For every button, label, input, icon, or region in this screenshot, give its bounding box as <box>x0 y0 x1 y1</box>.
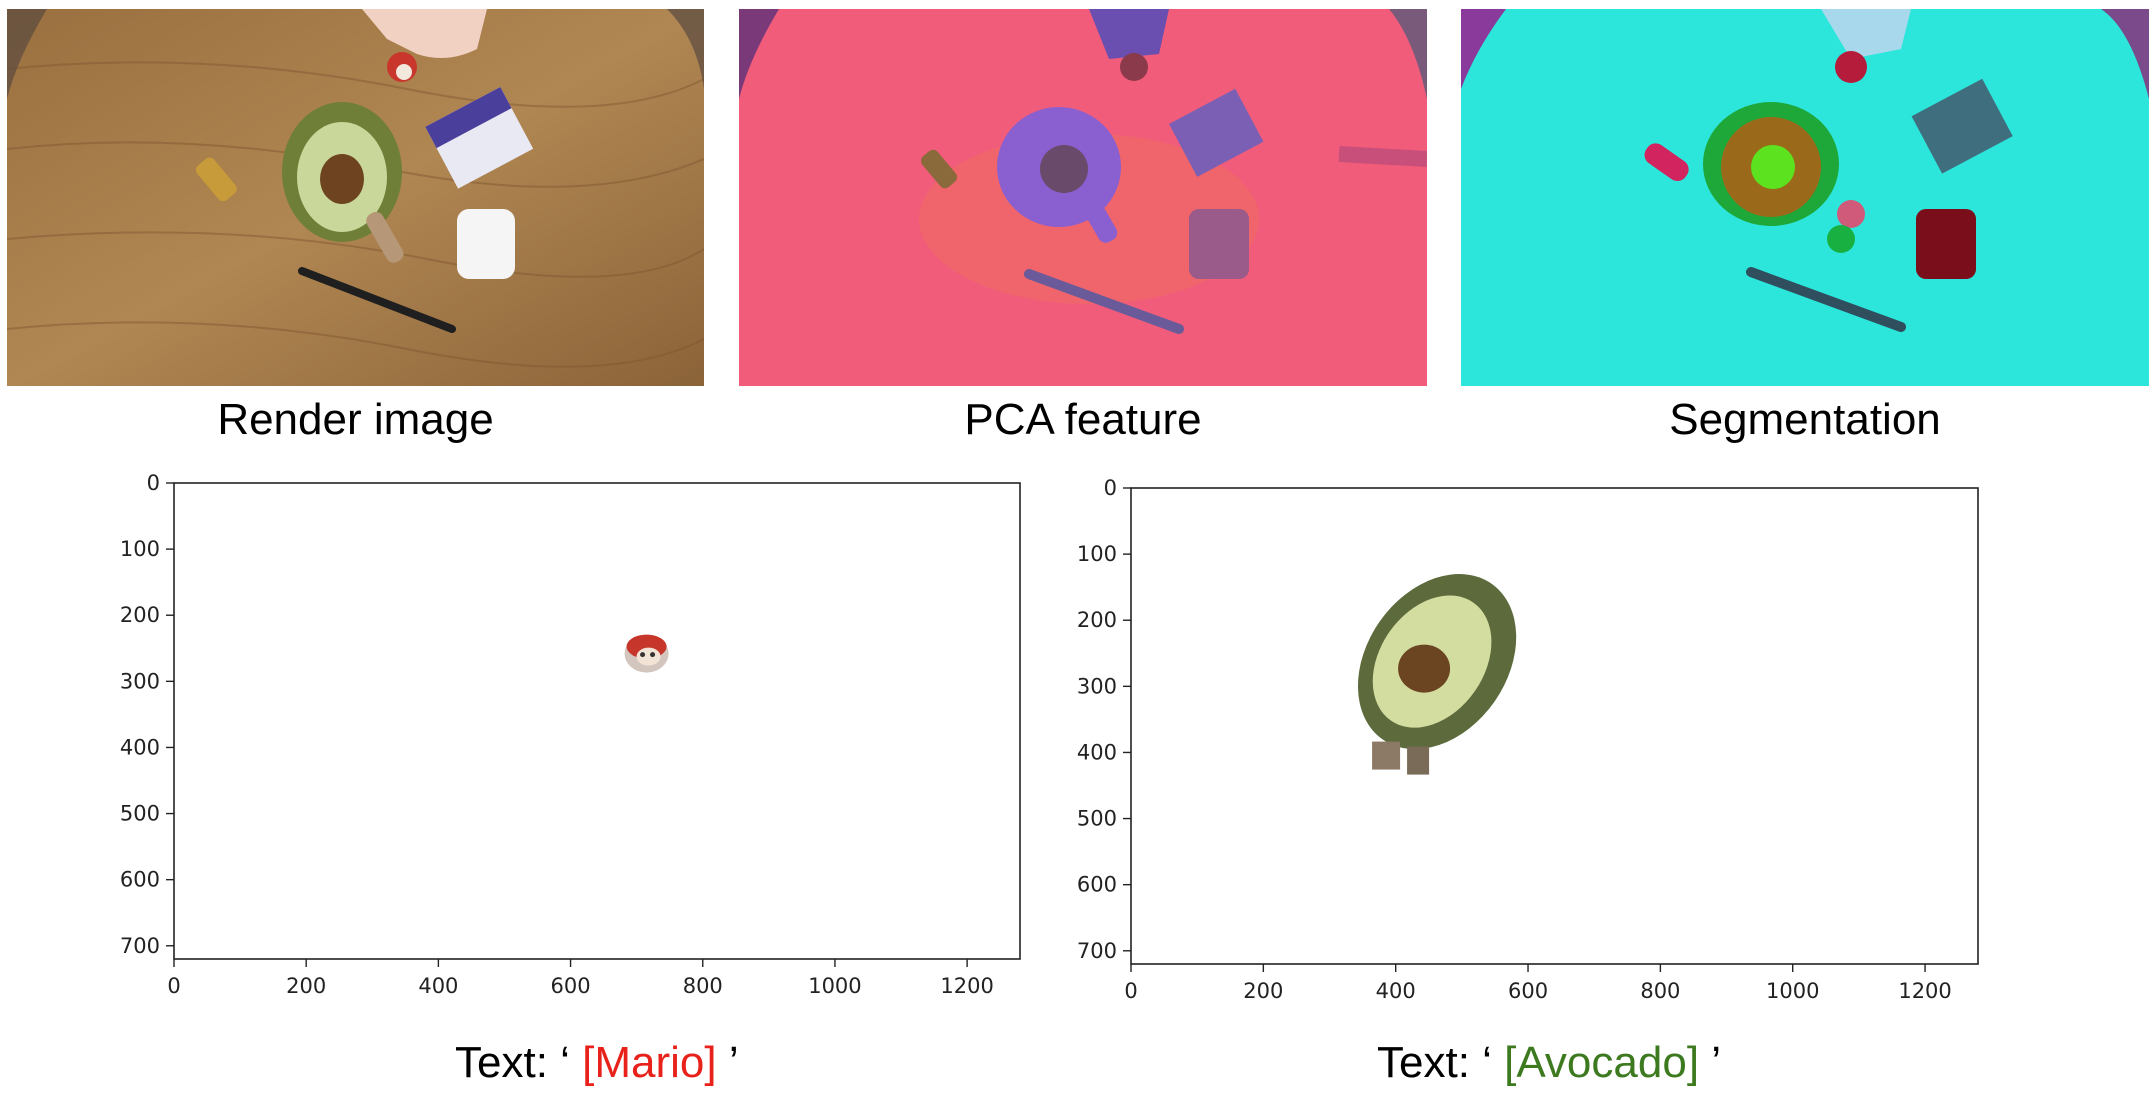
y-tick-label: 500 <box>1077 807 1117 831</box>
y-tick-label: 400 <box>120 735 160 759</box>
mario-query-chart: 0 200 400 600 800 1000 1200 0 100 200 300 400 500 600… <box>120 471 1021 998</box>
x-tick-label: 800 <box>1640 979 1680 1003</box>
y-tick-label: 100 <box>120 537 160 561</box>
x-tick-label: 800 <box>683 974 723 998</box>
y-tick-label: 200 <box>120 603 160 627</box>
axes-frame <box>173 482 1021 960</box>
x-tick-label: 200 <box>1243 979 1283 1003</box>
y-tick-label: 300 <box>1077 674 1117 698</box>
query-prefix: Text: ‘ <box>455 1038 583 1087</box>
y-tick-label: 100 <box>1077 542 1117 566</box>
mario-query-label: [Mario] <box>582 1038 717 1087</box>
avocado-segmentation-mask <box>1357 574 1517 775</box>
pca-feature-panel <box>739 9 1427 386</box>
query-suffix: ’ <box>716 1038 739 1087</box>
query-prefix: Text: ‘ <box>1377 1038 1505 1087</box>
x-tick-label: 600 <box>551 974 591 998</box>
y-tick-label: 300 <box>120 669 160 693</box>
pca-feature-caption: PCA feature <box>964 395 1202 444</box>
y-tick-label: 700 <box>120 934 160 958</box>
pca-feature-image <box>739 9 1427 386</box>
render-image-caption: Render image <box>217 395 494 444</box>
mario-query-plot: 0 200 400 600 800 1000 1200 0 100 200 300 400 500 600… <box>64 463 1060 1009</box>
y-tick-label: 600 <box>120 868 160 892</box>
x-tick-label: 400 <box>1376 979 1416 1003</box>
mario-query-text: Text: ‘ [Mario] ’ <box>455 1038 739 1088</box>
render-image-panel <box>7 9 704 386</box>
y-tick-label: 400 <box>1077 740 1117 764</box>
render-image <box>7 9 704 386</box>
mario-segmentation-mask <box>624 634 669 673</box>
segmentation-panel <box>1461 9 2149 386</box>
y-tick-label: 600 <box>1077 873 1117 897</box>
query-suffix: ’ <box>1699 1038 1722 1087</box>
x-tick-label: 400 <box>418 974 458 998</box>
avocado-query-plot: 0 200 400 600 800 1000 1200 0 100 200 300 400 500 600… <box>1021 468 2018 1014</box>
y-tick-label: 700 <box>1077 939 1117 963</box>
x-tick-label: 1200 <box>940 974 993 998</box>
x-tick-label: 1000 <box>808 974 861 998</box>
y-tick-label: 0 <box>147 471 160 495</box>
avocado-query-text: Text: ‘ [Avocado] ’ <box>1377 1038 1721 1088</box>
x-tick-label: 600 <box>1508 979 1548 1003</box>
avocado-query-label: [Avocado] <box>1504 1038 1700 1087</box>
segmentation-image <box>1461 9 2149 386</box>
x-tick-label: 1200 <box>1898 979 1951 1003</box>
x-tick-label: 0 <box>1124 979 1137 1003</box>
x-tick-label: 1000 <box>1766 979 1819 1003</box>
y-tick-label: 0 <box>1104 476 1117 500</box>
avocado-query-chart: 0 200 400 600 800 1000 1200 0 100 200 300 400 500 600… <box>1077 476 1979 1003</box>
axes-frame <box>1130 487 1979 965</box>
x-tick-label: 200 <box>286 974 326 998</box>
segmentation-caption: Segmentation <box>1669 395 1941 444</box>
y-tick-label: 200 <box>1077 608 1117 632</box>
y-tick-label: 500 <box>120 802 160 826</box>
x-tick-label: 0 <box>167 974 180 998</box>
